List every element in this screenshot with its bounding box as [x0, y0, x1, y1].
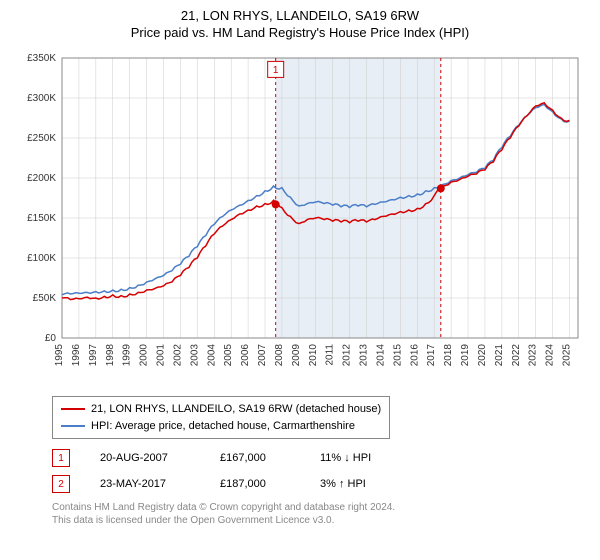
x-tick-label: 2011: [325, 344, 336, 366]
sale-row: 1 20-AUG-2007 £167,000 11% ↓ HPI: [52, 445, 588, 471]
legend-swatch: [61, 425, 85, 427]
sales-table: 1 20-AUG-2007 £167,000 11% ↓ HPI 2 23-MAY-201…: [52, 445, 588, 497]
legend-label: 21, LON RHYS, LLANDEILO, SA19 6RW (detac…: [91, 401, 381, 418]
x-tick-label: 1998: [105, 344, 116, 367]
sale-date: 20-AUG-2007: [100, 452, 190, 464]
x-tick-label: 2002: [172, 344, 183, 367]
sale-marker-dot: [272, 200, 280, 208]
legend-row: 21, LON RHYS, LLANDEILO, SA19 6RW (detac…: [61, 401, 381, 418]
x-tick-label: 2007: [257, 344, 268, 367]
sale-marker-dot: [437, 184, 445, 192]
sale-marker-num: 1: [273, 65, 279, 76]
x-tick-label: 2017: [426, 344, 437, 367]
x-tick-label: 2014: [375, 344, 386, 367]
footer-line2: This data is licensed under the Open Gov…: [52, 514, 588, 527]
x-tick-label: 2006: [240, 344, 251, 367]
chart-subtitle: Price paid vs. HM Land Registry's House …: [12, 25, 588, 40]
x-tick-label: 2004: [206, 344, 217, 367]
sale-row: 2 23-MAY-2017 £187,000 3% ↑ HPI: [52, 471, 588, 497]
x-tick-label: 2005: [223, 344, 234, 367]
y-tick-label: £300K: [27, 93, 56, 104]
sale-diff: 3% ↑ HPI: [320, 478, 400, 490]
legend-box: 21, LON RHYS, LLANDEILO, SA19 6RW (detac…: [52, 396, 390, 439]
x-tick-label: 2016: [409, 344, 420, 367]
legend-swatch: [61, 408, 85, 410]
x-tick-label: 2025: [562, 344, 573, 367]
footer-line1: Contains HM Land Registry data © Crown c…: [52, 501, 588, 514]
x-tick-label: 2023: [528, 344, 539, 367]
legend-label: HPI: Average price, detached house, Carm…: [91, 418, 355, 435]
y-tick-label: £100K: [27, 253, 56, 264]
chart-container: 21, LON RHYS, LLANDEILO, SA19 6RW Price …: [0, 0, 600, 535]
y-tick-label: £150K: [27, 213, 56, 224]
chart-svg: £0 £50K £100K £150K £200K £250K £300K £350K 1995…: [12, 48, 588, 388]
shade-region: [276, 58, 441, 338]
sale-price: £187,000: [220, 478, 290, 490]
x-tick-label: 2024: [545, 344, 556, 367]
sale-price: £167,000: [220, 452, 290, 464]
x-tick-label: 2022: [511, 344, 522, 367]
x-tick-label: 2020: [477, 344, 488, 367]
x-tick-label: 2008: [274, 344, 285, 367]
sale-num-badge: 1: [52, 449, 70, 467]
legend-row: HPI: Average price, detached house, Carm…: [61, 418, 381, 435]
chart-plot-area: £0 £50K £100K £150K £200K £250K £300K £350K 1995…: [12, 48, 588, 388]
x-tick-label: 2001: [156, 344, 167, 367]
x-tick-label: 2015: [392, 344, 403, 367]
x-tick-label: 2019: [460, 344, 471, 367]
x-tick-label: 2000: [139, 344, 150, 367]
x-tick-label: 2010: [308, 344, 319, 367]
x-tick-label: 2013: [359, 344, 370, 367]
y-tick-label: £350K: [27, 53, 56, 64]
x-tick-label: 2021: [494, 344, 505, 367]
y-tick-label: £50K: [33, 293, 57, 304]
chart-title: 21, LON RHYS, LLANDEILO, SA19 6RW: [12, 8, 588, 23]
y-tick-label: £200K: [27, 173, 56, 184]
y-tick-label: £250K: [27, 133, 56, 144]
x-tick-label: 2009: [291, 344, 302, 367]
x-tick-label: 1995: [54, 344, 65, 367]
x-tick-label: 1999: [122, 344, 133, 367]
y-tick-label: £0: [45, 333, 57, 344]
sale-diff: 11% ↓ HPI: [320, 452, 400, 464]
footer-text: Contains HM Land Registry data © Crown c…: [52, 501, 588, 527]
sale-num-badge: 2: [52, 475, 70, 493]
x-tick-label: 2003: [189, 344, 200, 367]
x-tick-label: 1996: [71, 344, 82, 367]
x-tick-label: 2018: [443, 344, 454, 367]
x-tick-label: 2012: [342, 344, 353, 367]
sale-date: 23-MAY-2017: [100, 478, 190, 490]
x-tick-label: 1997: [88, 344, 99, 367]
